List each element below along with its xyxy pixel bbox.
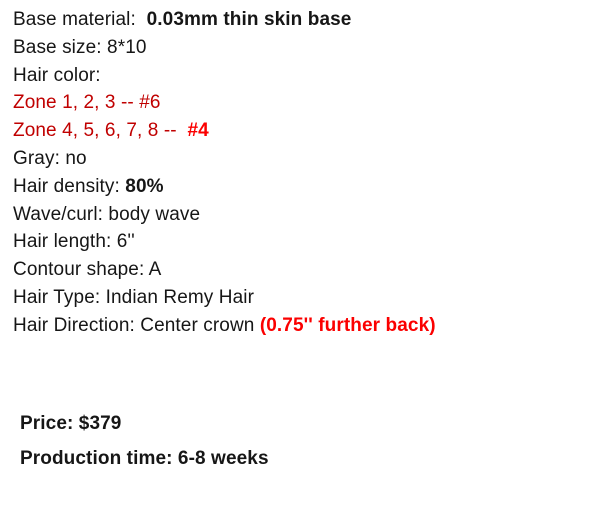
text-line-hair-density: Hair density: 80% [13,173,613,201]
text-segment: Wave/curl: body wave [13,203,201,225]
text-segment: Price: $379 [20,413,122,434]
text-line-zone-4-5-6-7-8: Zone 4, 5, 6, 7, 8 -- #4 [13,117,613,145]
text-segment: Hair color: [13,64,101,86]
text-line-hair-direction: Hair Direction: Center crown (0.75'' fur… [13,312,613,340]
text-segment: Gray: no [13,147,87,169]
text-line-production-time: Production time: 6-8 weeks [20,441,613,476]
text-line-zone-1-2-3: Zone 1, 2, 3 -- #6 [13,89,613,117]
text-segment: Zone 4, 5, 6, 7, 8 -- [13,120,183,142]
text-segment: Hair Direction: Center crown [13,314,260,336]
text-segment: Base material: [13,9,147,30]
text-segment: #4 [182,120,209,142]
text-segment: 0.03mm thin skin base [146,9,352,30]
text-segment: Production time: 6-8 weeks [20,448,269,469]
text-line-contour-shape: Contour shape: A [13,256,613,284]
text-line-hair-type: Hair Type: Indian Remy Hair [13,284,613,312]
text-line-base-material: Base material: 0.03mm thin skin base [13,6,613,34]
price-summary: Price: $379 Production time: 6-8 weeks [20,406,613,476]
text-segment: (0.75'' further back) [259,314,436,336]
text-line-base-size: Base size: 8*10 [13,34,613,62]
text-segment: Hair density: [13,175,126,197]
text-segment: Hair length: 6'' [13,231,135,253]
text-segment: Base size: 8*10 [13,36,147,58]
text-line-wave-curl: Wave/curl: body wave [13,201,613,229]
text-line-hair-length: Hair length: 6'' [13,228,613,256]
text-line-hair-color: Hair color: [13,62,613,90]
text-segment: Hair Type: Indian Remy Hair [13,286,254,308]
text-segment: 80% [125,175,164,197]
text-segment: Contour shape: A [13,259,162,281]
text-line-gray: Gray: no [13,145,613,173]
spec-sheet: Base material: 0.03mm thin skin base Base… [13,6,613,340]
text-line-price: Price: $379 [20,406,613,441]
text-segment: Zone 1, 2, 3 -- #6 [13,92,161,114]
